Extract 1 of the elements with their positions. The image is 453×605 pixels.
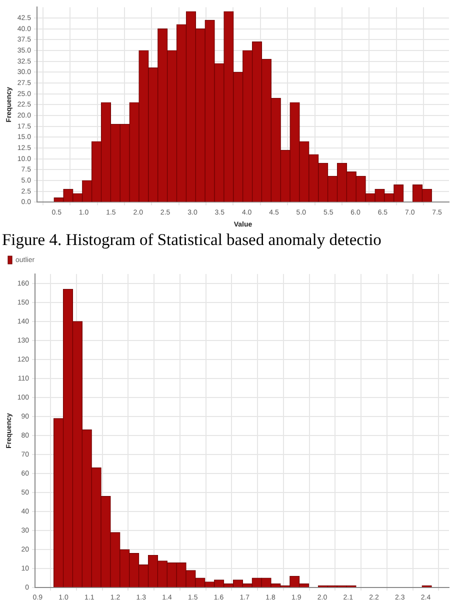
- caption: Figure 4. Histogram of Statistical based anomaly detectio: [1, 230, 382, 250]
